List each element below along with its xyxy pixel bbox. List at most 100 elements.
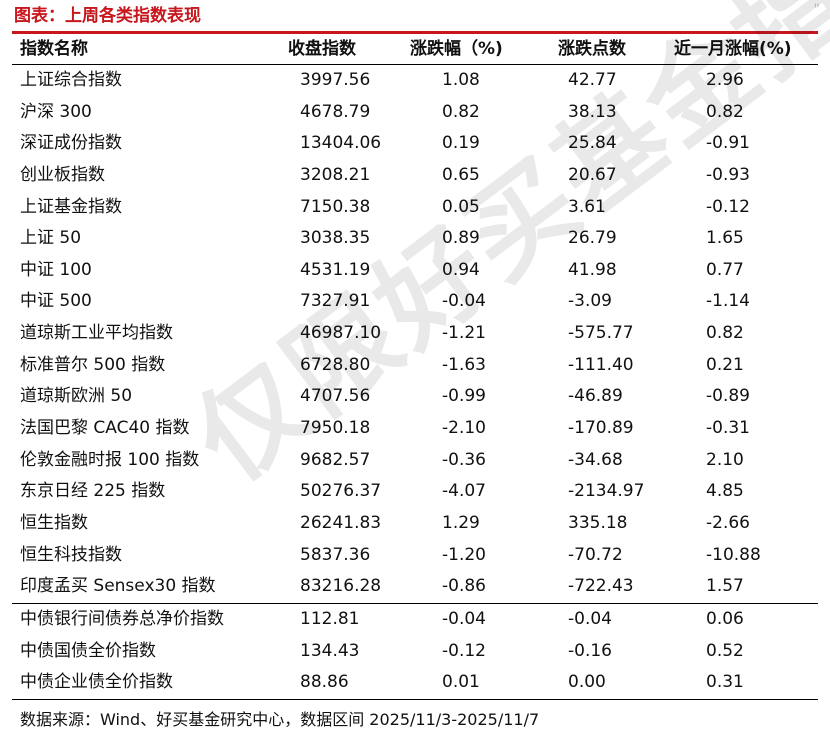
cell-change-points: 25.84 <box>568 133 617 154</box>
cell-index-name: 伦敦金融时报 100 指数 <box>20 449 200 470</box>
cell-close-value: 7950.18 <box>300 418 371 439</box>
chart-title: 图表：上周各类指数表现 <box>14 6 201 26</box>
cell-index-name: 中债银行间债券总净价指数 <box>20 608 224 629</box>
cell-close-value: 6728.80 <box>300 354 371 375</box>
bond-index-rows: 中债银行间债券总净价指数 112.81 -0.04 -0.04 0.06 中债国债全价指数… <box>12 604 818 699</box>
corner-mark: " <box>813 2 820 18</box>
cell-close-value: 4707.56 <box>300 386 371 407</box>
cell-change-pct: -0.86 <box>442 576 486 597</box>
cell-close-value: 3038.35 <box>300 228 371 249</box>
cell-month-change: 0.21 <box>706 354 744 375</box>
cell-change-points: -46.89 <box>568 386 623 407</box>
cell-month-change: 2.96 <box>706 70 744 90</box>
cell-close-value: 7327.91 <box>300 291 371 312</box>
table-row: 道琼斯欧洲 50 4707.56 -0.99 -46.89 -0.89 <box>12 381 818 413</box>
data-source-note: 数据来源：Wind、好买基金研究中心，数据区间 2025/11/3-2025/1… <box>20 710 540 729</box>
cell-index-name: 中证 100 <box>20 259 92 280</box>
cell-change-points: -34.68 <box>568 449 623 470</box>
cell-change-points: -3.09 <box>568 291 612 312</box>
cell-index-name: 上证 50 <box>20 228 82 249</box>
group-divider <box>12 602 818 604</box>
cell-close-value: 3208.21 <box>300 164 371 185</box>
header-change-points: 涨跌点数 <box>558 39 626 59</box>
cell-close-value: 4678.79 <box>300 101 371 122</box>
table-row: 恒生指数 26241.83 1.29 335.18 -2.66 <box>12 508 818 540</box>
cell-change-pct: -1.20 <box>442 544 486 565</box>
cell-month-change: -0.89 <box>706 386 750 407</box>
cell-index-name: 法国巴黎 CAC40 指数 <box>20 418 190 439</box>
cell-change-pct: -0.36 <box>442 449 486 470</box>
equity-index-rows: 上证综合指数 3997.56 1.08 42.77 2.96 沪深 300 4678.79 0… <box>12 65 818 603</box>
cell-close-value: 83216.28 <box>300 576 382 597</box>
cell-index-name: 恒生指数 <box>20 512 88 533</box>
cell-change-pct: -4.07 <box>442 481 486 502</box>
cell-month-change: -1.14 <box>706 291 750 312</box>
cell-change-points: -0.16 <box>568 640 612 661</box>
cell-month-change: -0.93 <box>706 164 750 185</box>
cell-index-name: 上证基金指数 <box>20 196 122 217</box>
table-row: 上证综合指数 3997.56 1.08 42.77 2.96 <box>12 65 818 97</box>
table-row: 标准普尔 500 指数 6728.80 -1.63 -111.40 0.21 <box>12 350 818 382</box>
cell-change-points: -0.04 <box>568 608 612 629</box>
cell-index-name: 沪深 300 <box>20 101 92 122</box>
table-row: 东京日经 225 指数 50276.37 -4.07 -2134.97 4.85 <box>12 476 818 508</box>
table-row: 沪深 300 4678.79 0.82 38.13 0.82 <box>12 97 818 129</box>
cell-index-name: 深证成份指数 <box>20 133 122 154</box>
header-close: 收盘指数 <box>288 39 356 59</box>
cell-change-pct: 0.19 <box>442 133 480 154</box>
cell-month-change: -0.12 <box>706 196 750 217</box>
table-row: 伦敦金融时报 100 指数 9682.57 -0.36 -34.68 2.10 <box>12 445 818 477</box>
cell-month-change: 0.77 <box>706 259 744 280</box>
cell-month-change: -2.66 <box>706 512 750 533</box>
cell-close-value: 3997.56 <box>300 70 371 90</box>
table-row: 中证 500 7327.91 -0.04 -3.09 -1.14 <box>12 286 818 318</box>
table-header-row: 指数名称 收盘指数 涨跌幅（%) 涨跌点数 近一月涨幅(%) <box>12 34 818 65</box>
cell-close-value: 5837.36 <box>300 544 371 565</box>
cell-index-name: 道琼斯欧洲 50 <box>20 386 133 407</box>
cell-close-value: 134.43 <box>300 640 360 661</box>
table-bottom-rule <box>12 698 818 700</box>
cell-close-value: 112.81 <box>300 608 360 629</box>
cell-month-change: -0.31 <box>706 418 750 439</box>
cell-change-points: -170.89 <box>568 418 634 439</box>
cell-change-pct: 0.05 <box>442 196 480 217</box>
cell-close-value: 50276.37 <box>300 481 382 502</box>
cell-change-points: 26.79 <box>568 228 617 249</box>
cell-change-points: -722.43 <box>568 576 634 597</box>
table-row: 道琼斯工业平均指数 46987.10 -1.21 -575.77 0.82 <box>12 318 818 350</box>
table-row: 印度孟买 Sensex30 指数 83216.28 -0.86 -722.43 1.57 <box>12 571 818 603</box>
cell-change-pct: 1.29 <box>442 512 480 533</box>
cell-index-name: 道琼斯工业平均指数 <box>20 323 173 344</box>
cell-index-name: 中证 500 <box>20 291 92 312</box>
cell-change-points: -575.77 <box>568 323 634 344</box>
cell-change-points: 42.77 <box>568 70 617 90</box>
cell-month-change: 0.52 <box>706 640 744 661</box>
cell-close-value: 7150.38 <box>300 196 371 217</box>
cell-change-pct: -0.04 <box>442 608 486 629</box>
table-row: 中债银行间债券总净价指数 112.81 -0.04 -0.04 0.06 <box>12 604 818 636</box>
header-change-pct: 涨跌幅（%) <box>410 39 503 59</box>
cell-change-points: 335.18 <box>568 512 628 533</box>
cell-index-name: 标准普尔 500 指数 <box>20 354 166 375</box>
cell-change-pct: 0.89 <box>442 228 480 249</box>
cell-month-change: 2.10 <box>706 449 744 470</box>
cell-change-pct: -1.63 <box>442 354 486 375</box>
cell-close-value: 88.86 <box>300 672 349 693</box>
table-row: 法国巴黎 CAC40 指数 7950.18 -2.10 -170.89 -0.31 <box>12 413 818 445</box>
cell-month-change: 0.82 <box>706 323 744 344</box>
cell-month-change: 4.85 <box>706 481 744 502</box>
cell-change-pct: 0.94 <box>442 259 480 280</box>
cell-close-value: 26241.83 <box>300 512 382 533</box>
cell-change-pct: -0.04 <box>442 291 486 312</box>
cell-change-pct: -0.12 <box>442 640 486 661</box>
table-row: 中证 100 4531.19 0.94 41.98 0.77 <box>12 255 818 287</box>
table-row: 上证基金指数 7150.38 0.05 3.61 -0.12 <box>12 192 818 224</box>
cell-change-points: 0.00 <box>568 672 606 693</box>
cell-index-name: 创业板指数 <box>20 164 105 185</box>
table-row: 恒生科技指数 5837.36 -1.20 -70.72 -10.88 <box>12 540 818 572</box>
cell-change-pct: -2.10 <box>442 418 486 439</box>
table-row: 中债国债全价指数 134.43 -0.12 -0.16 0.52 <box>12 636 818 668</box>
cell-change-points: -2134.97 <box>568 481 645 502</box>
cell-month-change: -10.88 <box>706 544 761 565</box>
cell-month-change: 1.65 <box>706 228 744 249</box>
